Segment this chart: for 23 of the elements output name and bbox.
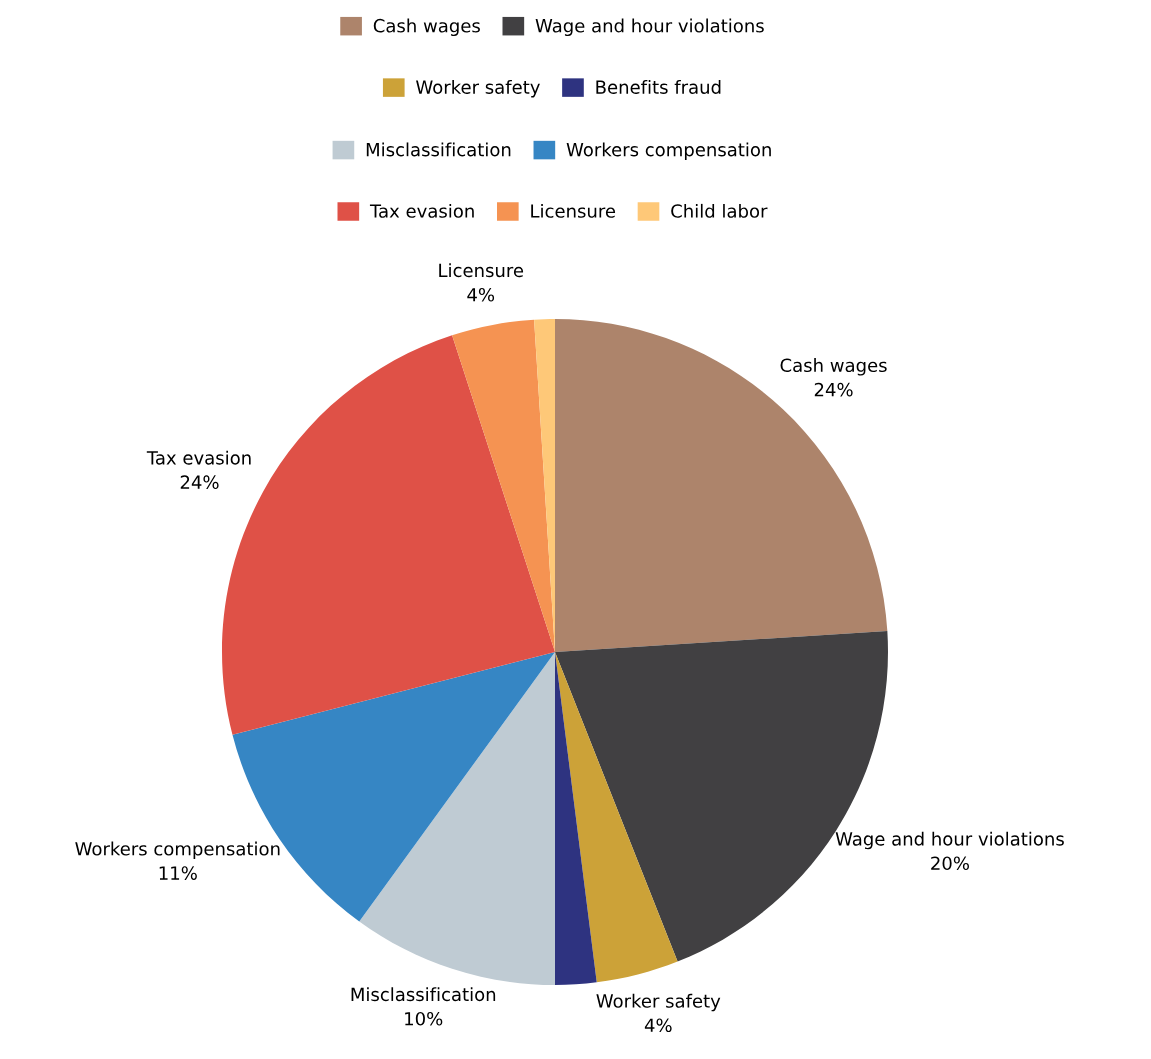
data-label: 4%: [467, 287, 495, 302]
legend-label: Child labor: [671, 203, 768, 218]
legend-label: Wage and hour violations: [535, 18, 764, 37]
slice-label: Workers compensation: [75, 841, 280, 860]
slice-label: Licensure: [439, 263, 524, 278]
legend-label: Workers compensation: [566, 142, 771, 160]
slice-label: Wage and hour violations: [835, 831, 1064, 850]
legend-label: Licensure: [531, 203, 616, 218]
data-label: 10%: [405, 1011, 443, 1026]
data-label: 4%: [644, 1018, 672, 1033]
data-label: 24%: [814, 382, 853, 397]
data-label: 20%: [931, 856, 969, 871]
legend-label: Benefits fraud: [596, 79, 721, 94]
legend-label: Cash wages: [373, 18, 480, 37]
slice-label: Cash wages: [780, 358, 887, 376]
slice-label: Tax evasion: [146, 450, 251, 465]
data-label: 24%: [180, 475, 219, 489]
slice-label: Misclassification: [351, 987, 496, 1002]
legend-label: Worker safety: [416, 79, 540, 98]
data-label: 11%: [159, 866, 197, 880]
legend-label: Misclassification: [366, 142, 511, 157]
legend-label: Tax evasion: [369, 203, 474, 218]
slice-label: Worker safety: [596, 993, 721, 1012]
